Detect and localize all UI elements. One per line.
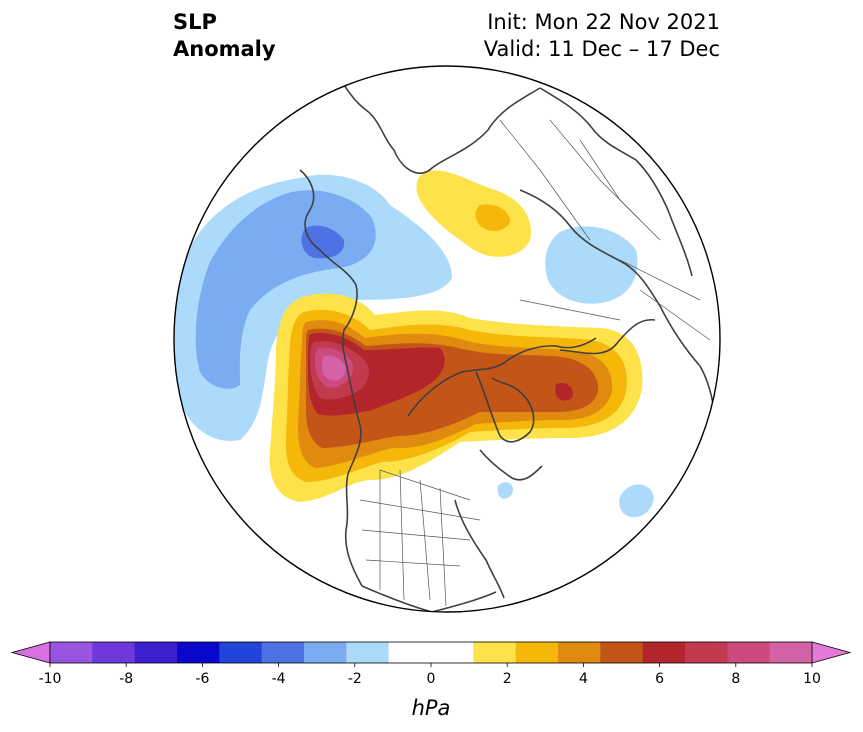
colorbar-tick-label: -6 bbox=[195, 671, 209, 687]
title-line-1: SLP bbox=[173, 10, 217, 34]
anomaly-field bbox=[174, 66, 715, 612]
colorbar-segment bbox=[304, 642, 347, 663]
colorbar-segment bbox=[769, 642, 813, 663]
negative-anomaly-pacific-level-3 bbox=[301, 225, 345, 259]
negative-anomaly-greenland-coast bbox=[497, 482, 513, 499]
globe-outline bbox=[173, 65, 721, 613]
colorbar-segment bbox=[50, 642, 93, 663]
colorbar-segment bbox=[219, 642, 263, 663]
colorbar-under-arrow bbox=[10, 641, 51, 664]
polar-map bbox=[173, 65, 721, 613]
colorbar-segment bbox=[727, 642, 771, 663]
colorbar-segment bbox=[515, 642, 559, 663]
positive-anomaly-siberia-level-1 bbox=[416, 170, 531, 257]
colorbar-tick-label: -4 bbox=[272, 671, 286, 687]
positive-anomaly-greenland-peak bbox=[555, 382, 573, 401]
colorbar-tick-label: 6 bbox=[655, 671, 664, 687]
colorbar-tick-label: 0 bbox=[427, 671, 436, 687]
colorbar-tick-label: -8 bbox=[119, 671, 133, 687]
colorbar-unit-label: hPa bbox=[412, 696, 451, 720]
colorbar-segment bbox=[261, 642, 305, 663]
colorbar-segment bbox=[642, 642, 686, 663]
negative-anomaly-eurasia bbox=[545, 226, 638, 304]
colorbar: -10 -8 -6 -4 -2 0 2 4 6 8 10 hPa bbox=[10, 641, 852, 720]
colorbar-segment bbox=[177, 642, 220, 663]
colorbar-tick-label: -10 bbox=[39, 671, 62, 687]
colorbar-over-arrow bbox=[811, 641, 852, 664]
init-date: Init: Mon 22 Nov 2021 bbox=[487, 10, 720, 34]
colorbar-segment bbox=[473, 642, 517, 663]
colorbar-segment bbox=[346, 642, 390, 663]
colorbar-tick-label: 2 bbox=[503, 671, 512, 687]
positive-anomaly-main-level-8 bbox=[322, 355, 346, 381]
map-title: SLP Anomaly bbox=[173, 9, 276, 63]
colorbar-tick-label: -2 bbox=[348, 671, 362, 687]
colorbar-tick-label: 8 bbox=[731, 671, 740, 687]
colorbar-segment bbox=[558, 642, 601, 663]
colorbar-segment bbox=[388, 642, 432, 663]
colorbar-segment bbox=[92, 642, 136, 663]
colorbar-segment bbox=[134, 642, 178, 663]
colorbar-tick-label: 10 bbox=[803, 671, 821, 687]
country-borders bbox=[359, 119, 711, 607]
negative-anomaly-atlantic-small bbox=[619, 484, 654, 518]
colorbar-tick-label: 4 bbox=[579, 671, 588, 687]
valid-date-range: Valid: 11 Dec – 17 Dec bbox=[483, 37, 720, 61]
colorbar-segment bbox=[600, 642, 644, 663]
colorbar-segment bbox=[685, 642, 728, 663]
positive-anomaly-siberia-level-2 bbox=[475, 204, 510, 231]
coastlines bbox=[299, 66, 715, 612]
colorbar-segment bbox=[431, 642, 474, 663]
title-line-2: Anomaly bbox=[173, 37, 276, 61]
forecast-dates: Init: Mon 22 Nov 2021 Valid: 11 Dec – 17… bbox=[484, 9, 720, 63]
